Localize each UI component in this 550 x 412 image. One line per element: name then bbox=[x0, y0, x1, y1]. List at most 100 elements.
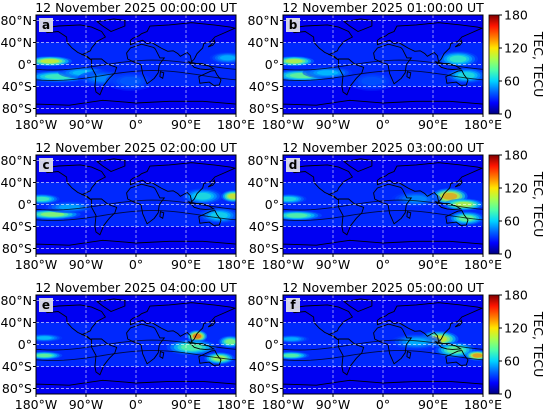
coastline-indonesia bbox=[187, 201, 216, 210]
tec-blob bbox=[472, 353, 483, 358]
colorbar-tick-label: 60 bbox=[504, 74, 520, 89]
y-tick-label: 80°N bbox=[247, 13, 279, 28]
panel-title: 12 November 2025 05:00:00 UT bbox=[282, 280, 484, 295]
y-tick-label: 0° bbox=[265, 197, 279, 212]
y-tick-label: 80°S bbox=[249, 101, 279, 116]
tec-blob bbox=[192, 333, 202, 339]
panel-letter: f bbox=[290, 298, 296, 312]
map-field bbox=[36, 15, 236, 114]
y-tick-label: 80°N bbox=[0, 293, 32, 308]
x-tick-label: 90°W bbox=[69, 257, 104, 272]
colorbar-tick-label: 120 bbox=[504, 41, 528, 56]
x-tick-label: 90°E bbox=[418, 257, 448, 272]
tec-blob bbox=[228, 193, 236, 199]
y-tick-label: 80°N bbox=[0, 13, 32, 28]
tec-blob bbox=[361, 76, 383, 86]
panel-letter-box bbox=[39, 158, 53, 172]
tec-blob bbox=[119, 76, 141, 86]
coastline-japan bbox=[207, 319, 216, 328]
colorbar-tick-label: 0 bbox=[504, 107, 512, 122]
tec-blob bbox=[285, 59, 303, 64]
x-tick-label: 180°E bbox=[217, 117, 255, 132]
map-field bbox=[283, 155, 483, 254]
coastline-indonesia bbox=[187, 341, 216, 350]
x-tick-label: 90°E bbox=[171, 257, 201, 272]
tec-blob bbox=[36, 336, 52, 340]
y-tick-label: 40°N bbox=[247, 315, 279, 330]
coastline-africa bbox=[126, 183, 166, 225]
y-tick-label: 40°S bbox=[2, 359, 32, 374]
y-tick-label: 40°N bbox=[0, 175, 32, 190]
tec-blob bbox=[36, 196, 50, 202]
map-field bbox=[283, 295, 483, 394]
coastline-japan bbox=[454, 179, 463, 188]
coastline-eurasia bbox=[376, 162, 483, 203]
coastline-indonesia bbox=[434, 341, 463, 350]
colorbar-label: TEC, TECU bbox=[531, 171, 546, 238]
coastline-north-america bbox=[288, 304, 354, 341]
panel-letter-box bbox=[286, 18, 300, 32]
tec-blob bbox=[220, 55, 236, 61]
coastline-eurasia bbox=[376, 22, 483, 63]
y-tick-label: 80°N bbox=[0, 153, 32, 168]
y-tick-label: 0° bbox=[18, 57, 32, 72]
y-tick-label: 40°N bbox=[0, 35, 32, 50]
coastline-north-america bbox=[41, 164, 107, 201]
panel-letter-box bbox=[286, 298, 300, 312]
map-panel-d: 12 November 2025 03:00:00 UT d 180°W 90°W 0°… bbox=[247, 140, 502, 272]
coastline-indonesia bbox=[434, 61, 463, 70]
coastline-greenland bbox=[96, 298, 126, 313]
tec-blob bbox=[40, 212, 65, 217]
colorbar-gradient bbox=[488, 294, 500, 395]
x-tick-label: 0° bbox=[376, 397, 390, 412]
panel-title: 12 November 2025 01:00:00 UT bbox=[282, 0, 484, 15]
tec-blob bbox=[283, 196, 297, 202]
x-tick-label: 90°E bbox=[418, 117, 448, 132]
y-tick-label: 40°N bbox=[247, 35, 279, 50]
colorbar-tick-label: 180 bbox=[504, 288, 528, 303]
colorbar-tick-label: 120 bbox=[504, 181, 528, 196]
y-tick-label: 0° bbox=[265, 57, 279, 72]
colorbar-label: TEC, TECU bbox=[531, 31, 546, 98]
coastline-indonesia bbox=[187, 61, 216, 70]
map-panel-f: 12 November 2025 05:00:00 UT f 180°W 90°W 0°… bbox=[247, 280, 502, 412]
coastline-madagascar bbox=[406, 71, 412, 80]
panel-letter: e bbox=[42, 298, 50, 312]
coastline-eurasia bbox=[129, 162, 236, 203]
panel-letter: c bbox=[42, 158, 49, 172]
panel-letter-box bbox=[286, 158, 300, 172]
coastline-greenland bbox=[96, 158, 126, 173]
y-tick-label: 40°S bbox=[249, 219, 279, 234]
coastline-japan bbox=[454, 39, 463, 48]
y-tick-label: 40°S bbox=[249, 79, 279, 94]
y-tick-label: 80°S bbox=[2, 101, 32, 116]
y-tick-label: 0° bbox=[18, 337, 32, 352]
coastline-madagascar bbox=[159, 211, 165, 220]
x-tick-label: 90°W bbox=[69, 397, 104, 412]
coastline-australia bbox=[198, 210, 222, 226]
colorbar-tick-label: 0 bbox=[504, 387, 512, 402]
colorbar-gradient bbox=[488, 154, 500, 255]
tec-blob bbox=[40, 59, 60, 64]
coastline-madagascar bbox=[406, 211, 412, 220]
coastline-north-america bbox=[288, 164, 354, 201]
x-tick-label: 180°E bbox=[464, 117, 502, 132]
coastline-japan bbox=[454, 319, 463, 328]
tec-blob bbox=[225, 339, 236, 345]
colorbar-label: TEC, TECU bbox=[531, 311, 546, 378]
x-tick-label: 0° bbox=[376, 117, 390, 132]
y-tick-label: 80°N bbox=[247, 293, 279, 308]
coastline-eurasia bbox=[129, 302, 236, 343]
colorbar-tick-label: 60 bbox=[504, 354, 520, 369]
map-panel-e: 12 November 2025 04:00:00 UT e 180°W 90°W 0°… bbox=[0, 280, 255, 412]
tec-blob bbox=[36, 353, 52, 358]
coastline-australia bbox=[198, 350, 222, 366]
x-tick-label: 180°W bbox=[15, 257, 57, 272]
map-panel-a: 12 November 2025 00:00:00 UT a 180°W 90°W 0°… bbox=[0, 0, 255, 132]
y-tick-label: 80°S bbox=[2, 381, 32, 396]
coastline-australia bbox=[445, 70, 469, 86]
coastline-madagascar bbox=[159, 350, 165, 360]
